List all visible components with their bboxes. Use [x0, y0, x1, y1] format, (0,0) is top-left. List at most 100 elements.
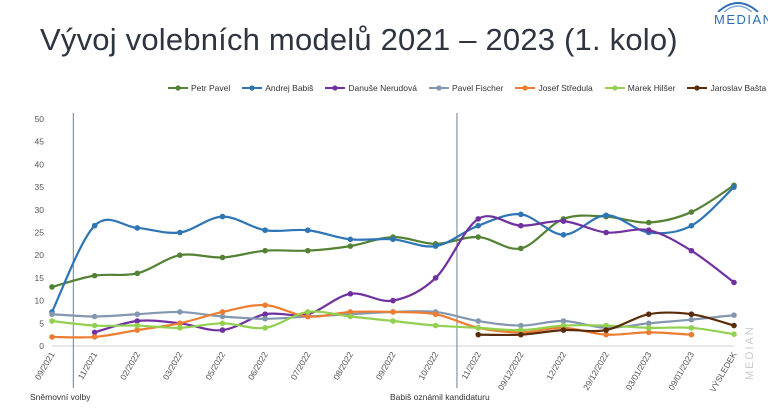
- data-point: [475, 216, 482, 222]
- y-tick-label: 30: [35, 205, 45, 215]
- legend-item-andrej-babis: Andrej Babiš: [242, 83, 313, 93]
- data-point: [91, 334, 98, 340]
- data-point: [177, 320, 183, 327]
- y-tick-label: 25: [35, 228, 45, 238]
- data-point: [347, 290, 354, 297]
- legend-item-pavel-fischer: Pavel Fischer: [428, 83, 503, 93]
- data-point: [304, 309, 311, 315]
- data-point: [731, 184, 737, 190]
- legend-label: Josef Středula: [538, 83, 593, 93]
- data-point: [560, 218, 567, 224]
- legend-label: Andrej Babiš: [265, 83, 314, 93]
- x-tick-label: 09/12/2022: [496, 350, 526, 392]
- data-point: [432, 322, 439, 329]
- data-point: [49, 334, 55, 340]
- data-point: [134, 311, 141, 318]
- legend-label: Danuše Nerudová: [348, 83, 417, 93]
- data-point: [731, 279, 737, 286]
- legend-swatch-icon: [168, 85, 188, 91]
- data-point: [219, 309, 226, 315]
- data-point: [219, 254, 226, 261]
- data-point: [560, 318, 567, 324]
- data-point: [390, 318, 396, 324]
- data-point: [432, 275, 439, 281]
- data-point: [603, 331, 609, 338]
- data-point: [262, 325, 268, 331]
- data-point: [347, 309, 354, 315]
- x-tick-label: VÝSLEDEK: [708, 350, 739, 394]
- x-tick-label: 09/01/2023: [666, 350, 696, 392]
- data-point: [177, 309, 183, 315]
- data-point: [390, 297, 396, 304]
- data-point: [304, 247, 311, 254]
- legend-label: Marek Hilšer: [627, 83, 676, 93]
- data-point: [262, 227, 268, 234]
- data-point: [432, 243, 439, 249]
- data-point: [603, 229, 609, 236]
- y-tick-label: 40: [35, 159, 45, 169]
- data-point: [390, 309, 396, 315]
- y-tick-label: 20: [35, 250, 45, 260]
- legend-item-marek-hilser: Marek Hilšer: [604, 83, 676, 93]
- x-tick-label: 12/2022: [544, 350, 568, 382]
- data-point: [603, 322, 609, 329]
- x-tick-label: 09/2022: [374, 350, 398, 382]
- data-point: [347, 243, 354, 249]
- median-logo-icon: [717, 2, 759, 12]
- y-tick-label: 50: [35, 114, 45, 124]
- data-point: [134, 322, 141, 329]
- series-line-2: [94, 215, 735, 334]
- x-tick-label: 07/2022: [288, 350, 312, 382]
- data-point: [560, 231, 567, 238]
- data-point: [518, 327, 524, 333]
- data-point: [475, 331, 482, 338]
- data-point: [731, 331, 737, 337]
- data-point: [347, 313, 354, 320]
- data-point: [688, 222, 695, 229]
- legend-label: Jaroslav Bašta: [710, 83, 767, 93]
- data-point: [262, 247, 268, 254]
- data-point: [645, 311, 652, 318]
- legend-swatch-icon: [515, 85, 536, 91]
- legend-item-josef-stredula: Josef Středula: [515, 83, 593, 93]
- data-point: [91, 329, 98, 336]
- data-point: [304, 227, 311, 234]
- y-tick-label: 0: [39, 341, 44, 351]
- legend-swatch-icon: [428, 85, 449, 91]
- data-point: [475, 222, 482, 229]
- data-point: [518, 245, 524, 252]
- data-point: [219, 213, 226, 220]
- data-point: [518, 211, 524, 218]
- data-point: [432, 311, 439, 318]
- data-point: [49, 311, 55, 318]
- data-point: [688, 247, 695, 254]
- legend-label: Petr Pavel: [191, 83, 231, 93]
- legend-swatch-icon: [604, 85, 625, 91]
- page-title: Vývoj volebních modelů 2021 – 2023 (1. k…: [40, 22, 678, 57]
- data-point: [91, 222, 98, 229]
- median-logo-text: MEDIAN: [714, 12, 768, 27]
- legend-item-petr-pavel: Petr Pavel: [168, 83, 230, 93]
- data-point: [560, 322, 567, 329]
- x-tick-label: 03/01/2023: [624, 350, 654, 392]
- x-tick-label: 05/2022: [203, 350, 227, 382]
- data-point: [390, 236, 396, 243]
- data-point: [688, 331, 695, 338]
- data-point: [91, 272, 98, 279]
- data-point: [262, 315, 268, 322]
- annotation-snemovni-volby: Sněmovní volby: [30, 392, 91, 402]
- data-point: [475, 325, 482, 331]
- data-point: [219, 313, 226, 320]
- data-point: [731, 322, 737, 329]
- data-point: [49, 318, 55, 324]
- x-tick-label: 02/2022: [118, 350, 142, 382]
- data-point: [688, 316, 695, 323]
- data-point: [560, 327, 567, 333]
- data-point: [518, 331, 524, 338]
- x-tick-label: 06/2022: [246, 350, 270, 382]
- chart-legend: Petr Pavel Andrej Babiš Danuše Nerudová …: [168, 83, 766, 93]
- x-tick-label: 09/2021: [33, 350, 57, 382]
- data-point: [134, 327, 141, 333]
- data-point: [49, 284, 55, 290]
- x-tick-label: 11/2021: [76, 350, 100, 381]
